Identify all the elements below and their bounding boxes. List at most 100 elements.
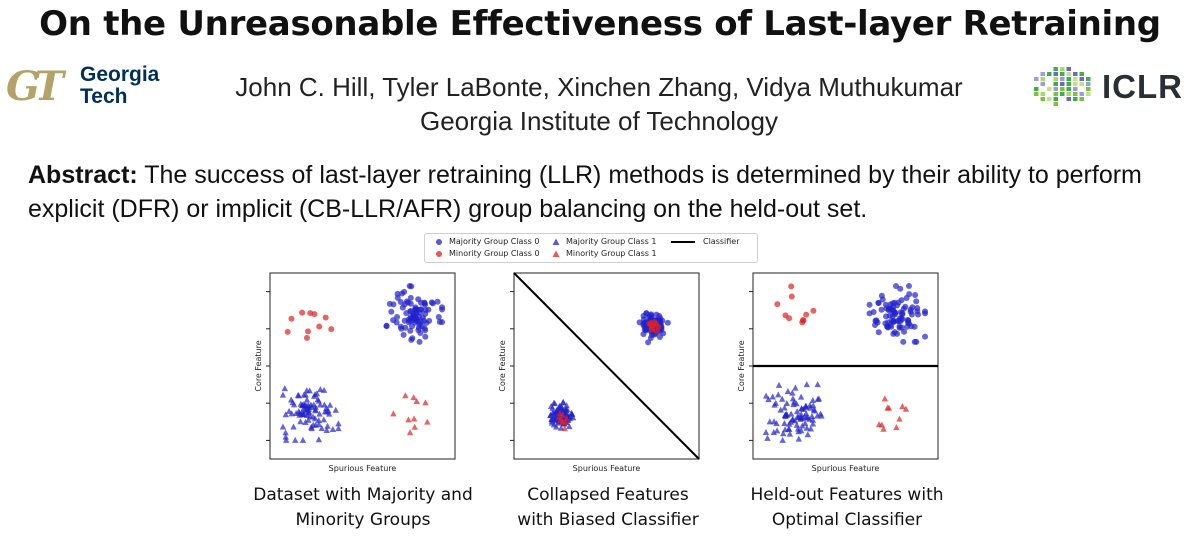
majority-class0-point (428, 299, 435, 306)
minority-class1-point (413, 397, 420, 404)
majority-class0-point (866, 301, 873, 308)
majority-class0-point (882, 301, 889, 308)
majority-class1-point (310, 401, 317, 408)
majority-class1-point (303, 396, 311, 403)
poster-title: On the Unreasonable Effectiveness of Las… (39, 4, 1161, 44)
iclr-mosaic-tile (1066, 97, 1071, 101)
caption-plot-1-line1: Dataset with Majority and (253, 485, 473, 505)
iclr-mosaic-tile (1053, 87, 1058, 91)
majority-class0-point (902, 303, 909, 310)
minority-class0-point (782, 312, 789, 319)
scatter-plot-3: Spurious Feature Core Feature (737, 272, 939, 473)
iclr-mosaic-tile (1047, 87, 1052, 91)
minority-class1-point (406, 429, 414, 436)
iclr-mosaic-tile (1053, 102, 1058, 106)
majority-class1-point (781, 404, 788, 411)
minority-class0-point (653, 320, 660, 327)
majority-class0-point (407, 294, 414, 301)
caption-plot-3-line1: Held-out Features with (750, 485, 944, 505)
iclr-mosaic-tile (1040, 72, 1045, 76)
iclr-mosaic-tile (1034, 92, 1039, 96)
legend-minority-class1: Minority Group Class 1 (566, 249, 657, 258)
majority-class1-point (290, 423, 297, 430)
majority-class0-point (403, 298, 410, 305)
x-axis-label: Spurious Feature (329, 464, 397, 473)
legend-majority-class0-marker (436, 239, 442, 245)
majority-class1-point (555, 403, 563, 410)
majority-class1-point (326, 401, 334, 408)
majority-class0-point (405, 319, 412, 326)
legend-majority-class1: Majority Group Class 1 (566, 237, 657, 246)
minority-class1-point (561, 425, 568, 432)
majority-class0-point (402, 324, 409, 331)
majority-class1-point (295, 392, 302, 399)
iclr-mosaic-tile (1073, 92, 1078, 96)
iclr-mosaic-tile (1040, 82, 1045, 86)
majority-class1-point (764, 434, 771, 441)
majority-class1-point (566, 423, 573, 430)
majority-class1-point (762, 428, 770, 435)
majority-class0-point (889, 306, 896, 313)
majority-class0-point (407, 327, 414, 334)
majority-class1-point (803, 424, 811, 431)
minority-class1-point (896, 415, 903, 422)
majority-class1-point (786, 430, 794, 437)
majority-class1-point (551, 416, 559, 423)
majority-class1-point (798, 405, 805, 412)
majority-class1-point (806, 401, 814, 408)
caption-plot-3: Held-out Features with Optimal Classifie… (717, 483, 977, 533)
majority-class1-point (316, 410, 323, 417)
iclr-mosaic-tile (1040, 92, 1045, 96)
scatter-plot-2: Spurious Feature Core Feature (498, 272, 700, 473)
majority-class0-point (412, 306, 419, 313)
majority-class1-point (318, 424, 325, 431)
georgia-tech-logo: GT Georgia Tech (6, 62, 176, 112)
majority-class1-point (797, 410, 805, 417)
minority-class0-point (299, 309, 306, 316)
majority-class1-point (320, 416, 328, 423)
majority-class1-point (779, 430, 787, 437)
iclr-mosaic-tile (1053, 72, 1058, 76)
iclr-mosaic-tile (1066, 92, 1071, 96)
majority-class1-point (335, 420, 342, 427)
iclr-wordmark: ICLR (1102, 68, 1183, 105)
majority-class1-point (762, 392, 770, 399)
iclr-logo: ICLR (1030, 64, 1198, 110)
majority-class0-point (870, 308, 877, 315)
majority-class1-point (279, 423, 287, 430)
majority-class1-point (321, 408, 329, 415)
majority-class0-point (390, 301, 397, 308)
majority-class1-point (281, 385, 288, 392)
majority-class0-point (878, 306, 885, 313)
majority-class1-point (782, 411, 789, 418)
majority-class1-point (315, 417, 322, 424)
majority-class1-point (790, 401, 797, 408)
x-axis-label: Spurious Feature (812, 464, 880, 473)
majority-class1-point (315, 436, 323, 443)
iclr-mosaic-tile (1047, 72, 1052, 76)
iclr-mosaic-tile (1047, 97, 1052, 101)
minority-class0-point (307, 310, 314, 317)
iclr-mosaic-tile (1073, 82, 1078, 86)
majority-class0-point (416, 338, 423, 345)
minority-class0-point (284, 328, 291, 335)
majority-class1-point (329, 426, 337, 433)
iclr-mosaic-tile (1086, 92, 1091, 96)
majority-class1-point (321, 401, 328, 408)
caption-plot-2-line1: Collapsed Features (527, 485, 689, 505)
majority-class1-point (304, 401, 312, 408)
majority-class1-point (771, 401, 778, 408)
majority-class1-point (773, 427, 781, 434)
majority-class0-point (875, 299, 882, 306)
minority-class0-point (322, 314, 329, 321)
majority-class0-point (905, 283, 912, 290)
majority-class1-point (765, 396, 772, 403)
iclr-mosaic-tile (1060, 77, 1065, 81)
majority-class1-point (292, 436, 299, 443)
majority-class1-point (282, 436, 290, 443)
minority-class0-point (774, 301, 781, 308)
gt-monogram: GT (6, 63, 64, 110)
majority-class1-point (787, 418, 794, 425)
iclr-mosaic-tile (1034, 77, 1039, 81)
iclr-mosaic-tile (1040, 77, 1045, 81)
